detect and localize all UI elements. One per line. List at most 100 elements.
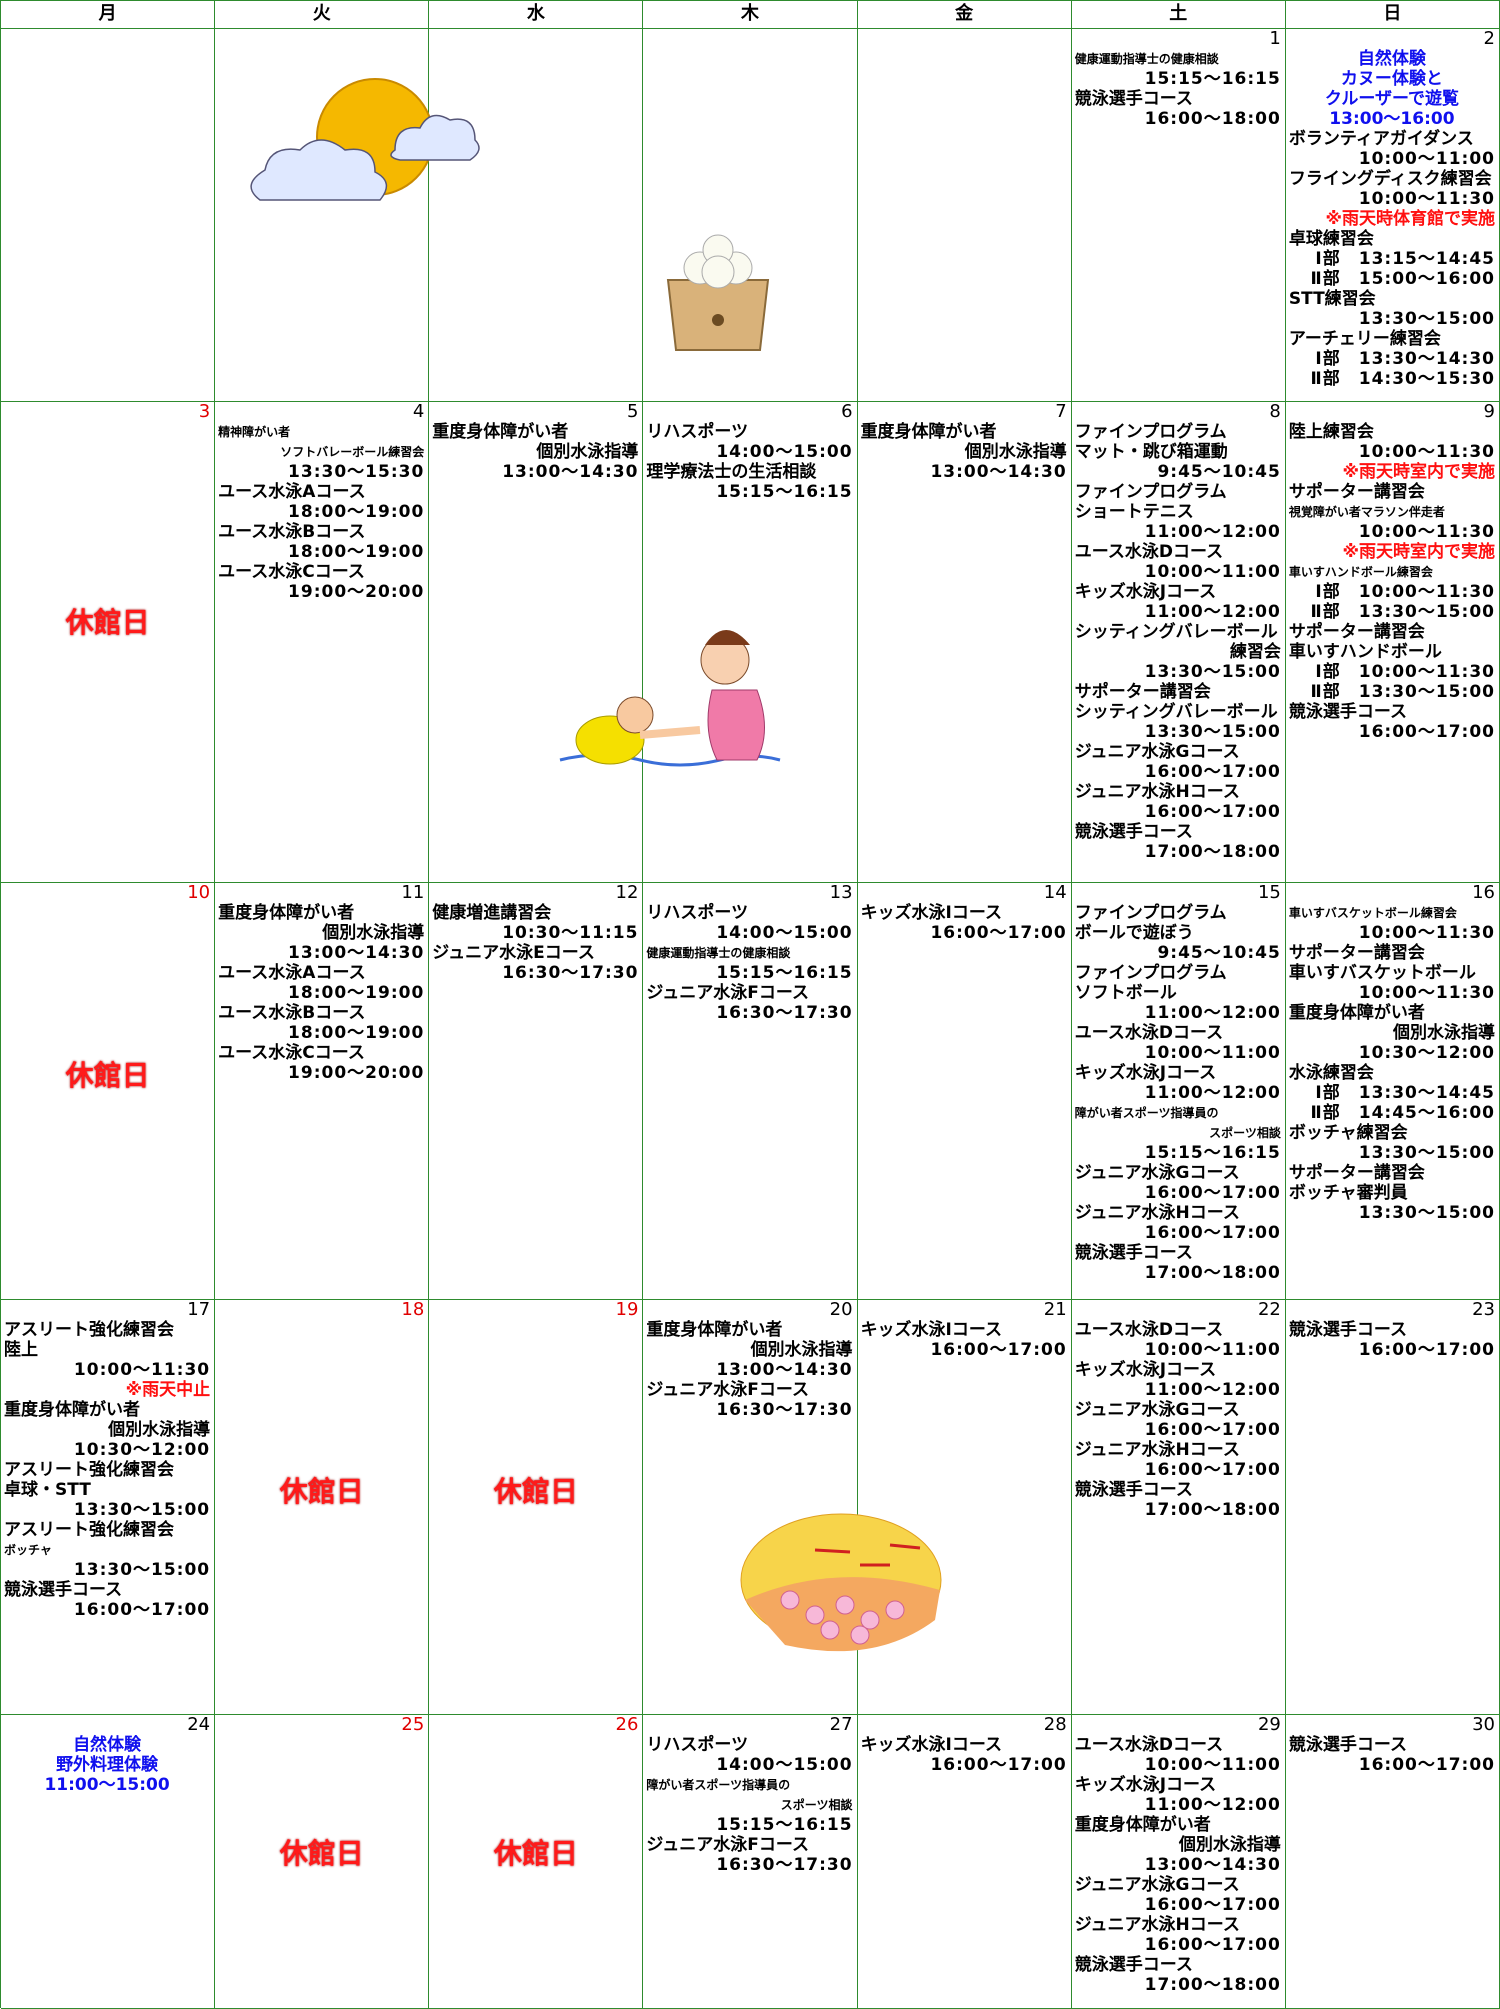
- weekday-header: 金: [857, 1, 1072, 29]
- entry-time: Ⅱ部 15:00〜16:00: [1310, 269, 1495, 289]
- day-cell: 13 リハスポーツ 14:00〜15:00 健康運動指導士の健康相談 15:15〜16:…: [643, 883, 858, 1300]
- entry-title: ジュニア水泳Eコース: [432, 943, 595, 963]
- entry-time: 10:00〜11:00: [1144, 1340, 1281, 1360]
- entry-time: 16:00〜17:00: [930, 923, 1067, 943]
- entry-title: 車いすハンドボール: [1288, 642, 1442, 662]
- entry-title: サポーター講習会: [1288, 943, 1425, 963]
- day-cell: 3 休館日: [1, 402, 216, 883]
- entry-title: ジュニア水泳Hコース: [1074, 782, 1240, 802]
- entry-title: 重度身体障がい者: [1288, 1003, 1425, 1023]
- closed-label: 休館日: [65, 606, 150, 640]
- entry-time: 10:30〜12:00: [1358, 1043, 1495, 1063]
- entry-time: 13:30〜15:00: [73, 1500, 211, 1520]
- special-event: クルーザーで遊覧: [1324, 89, 1459, 109]
- entry-time: 11:00〜12:00: [1144, 602, 1281, 622]
- entry-time: 16:00〜17:00: [1358, 1755, 1495, 1775]
- entry-title: 卓球練習会: [1288, 229, 1374, 249]
- entry-title: 理学療法士の生活相談: [646, 462, 817, 482]
- entry-title: 競泳選手コース: [1288, 1320, 1407, 1340]
- day-cell: 26 休館日: [429, 1715, 644, 2009]
- entry-time: Ⅱ部 13:30〜15:00: [1310, 682, 1495, 702]
- entry-time: 18:00〜19:00: [288, 983, 425, 1003]
- entry-time: 13:30〜15:30: [288, 462, 425, 482]
- entry-title-small: 精神障がい者: [218, 425, 291, 439]
- entry-time: 15:15〜16:15: [1144, 1143, 1281, 1163]
- entry-title-small: 障がい者スポーツ指導員の: [1074, 1106, 1219, 1120]
- day-number: 8: [1269, 402, 1281, 422]
- entry-title: 健康増進講習会: [432, 903, 552, 923]
- entry-time: 18:00〜19:00: [288, 1023, 425, 1043]
- entry-subtitle: 練習会: [1229, 642, 1281, 662]
- entry-title: ユース水泳Dコース: [1074, 1320, 1224, 1340]
- entry-title: ジュニア水泳Hコース: [1074, 1440, 1240, 1460]
- entry-title: ボランティアガイダンス: [1288, 129, 1474, 149]
- entry-time: 11:00〜12:00: [1144, 1380, 1281, 1400]
- weekday-header: 日: [1285, 1, 1500, 29]
- closed-label: 休館日: [493, 1475, 578, 1509]
- entry-time: 10:00〜11:30: [1358, 442, 1495, 462]
- special-event: 野外料理体験: [56, 1755, 159, 1775]
- day-number: 20: [829, 1300, 853, 1320]
- entry-title: 卓球・STT: [4, 1480, 91, 1500]
- day-number: 30: [1472, 1715, 1495, 1735]
- entry-title: ジュニア水泳Hコース: [1074, 1915, 1240, 1935]
- entry-title: アーチェリー練習会: [1288, 329, 1441, 349]
- entry-time: 10:30〜12:00: [73, 1440, 211, 1460]
- day-cell: 16 車いすバスケットボール練習会 10:00〜11:30 サポーター講習会 車いすバス…: [1285, 883, 1500, 1300]
- day-cell: 1 健康運動指導士の健康相談 15:15〜16:15 競泳選手コース 16:00〜18:…: [1071, 29, 1286, 402]
- entry-time: 10:00〜11:00: [1144, 562, 1281, 582]
- entry-subtitle: 個別水泳指導: [1178, 1835, 1281, 1855]
- entry-title: ユース水泳Bコース: [218, 522, 366, 542]
- entry-title: ジュニア水泳Gコース: [1074, 1400, 1240, 1420]
- entry-time: Ⅰ部 13:15〜14:45: [1315, 249, 1495, 269]
- day-cell: 7 重度身体障がい者 個別水泳指導 13:00〜14:30: [857, 402, 1072, 883]
- day-number: 6: [841, 402, 853, 422]
- rain-note: ※雨天時体育館で実施: [1325, 209, 1495, 229]
- entry-title: ユース水泳Bコース: [218, 1003, 366, 1023]
- entry-title: ジュニア水泳Fコース: [646, 983, 809, 1003]
- day-cell: 9 陸上練習会 10:00〜11:30 ※雨天時室内で実施 サポーター講習会 視覚障がい者…: [1285, 402, 1500, 883]
- entry-time: 17:00〜18:00: [1144, 1975, 1281, 1995]
- entry-time: 19:00〜20:00: [288, 582, 425, 602]
- day-cell: 24 自然体験 野外料理体験 11:00〜15:00: [1, 1715, 216, 2009]
- day-number: 12: [615, 883, 639, 903]
- day-number: 4: [412, 402, 425, 422]
- day-number: 11: [401, 883, 425, 903]
- day-cell: [215, 29, 430, 402]
- entry-title: 競泳選手コース: [1288, 1735, 1407, 1755]
- entry-time: 10:00〜11:30: [73, 1360, 211, 1380]
- day-cell: 23 競泳選手コース 16:00〜17:00: [1285, 1300, 1500, 1715]
- day-number: 26: [615, 1715, 639, 1735]
- entry-time: 16:30〜17:30: [716, 1003, 853, 1023]
- entry-title: ジュニア水泳Gコース: [1074, 742, 1240, 762]
- entry-time: 16:00〜17:00: [1144, 802, 1281, 822]
- entry-subtitle: 個別水泳指導: [536, 442, 639, 462]
- day-cell: 27 リハスポーツ 14:00〜15:00 障がい者スポーツ指導員の スポーツ相談 15:…: [643, 1715, 858, 2009]
- entry-time: 10:00〜11:30: [1358, 522, 1495, 542]
- entry-time: 15:15〜16:15: [716, 1815, 853, 1835]
- day-cell: 17 アスリート強化練習会 陸上 10:00〜11:30 ※雨天中止 重度身体障がい者 個別…: [1, 1300, 216, 1715]
- day-number: 19: [615, 1300, 639, 1320]
- special-event: 自然体験: [1357, 49, 1426, 69]
- entry-time: 13:30〜15:00: [1144, 662, 1281, 682]
- entry-title-small: 視覚障がい者マラソン伴走者: [1288, 505, 1445, 519]
- entry-title: リハスポーツ: [646, 903, 749, 923]
- day-number: 18: [401, 1300, 425, 1320]
- day-cell: 6 リハスポーツ 14:00〜15:00 理学療法士の生活相談 15:15〜16:15: [643, 402, 858, 883]
- entry-title: サポーター講習会: [1288, 622, 1425, 642]
- entry-title: ジュニア水泳Gコース: [1074, 1163, 1240, 1183]
- entry-time: Ⅰ部 13:30〜14:45: [1315, 1083, 1495, 1103]
- entry-time: 13:30〜15:00: [1144, 722, 1281, 742]
- entry-title: 競泳選手コース: [1074, 1243, 1193, 1263]
- entry-time: 13:30〜15:00: [73, 1560, 211, 1580]
- entry-time: 9:45〜10:45: [1157, 943, 1281, 963]
- rain-note: ※雨天時室内で実施: [1342, 462, 1495, 482]
- entry-title: シッティングバレーボール: [1074, 622, 1278, 642]
- entry-title: キッズ水泳Iコース: [860, 1735, 1003, 1755]
- entry-time: 10:00〜11:30: [1358, 189, 1495, 209]
- entry-title-small: 車いすハンドボール練習会: [1288, 565, 1433, 579]
- entry-time: 16:00〜17:00: [1358, 722, 1495, 742]
- entry-title: ジュニア水泳Fコース: [646, 1835, 809, 1855]
- entry-title-small: ボッチャ: [4, 1543, 52, 1557]
